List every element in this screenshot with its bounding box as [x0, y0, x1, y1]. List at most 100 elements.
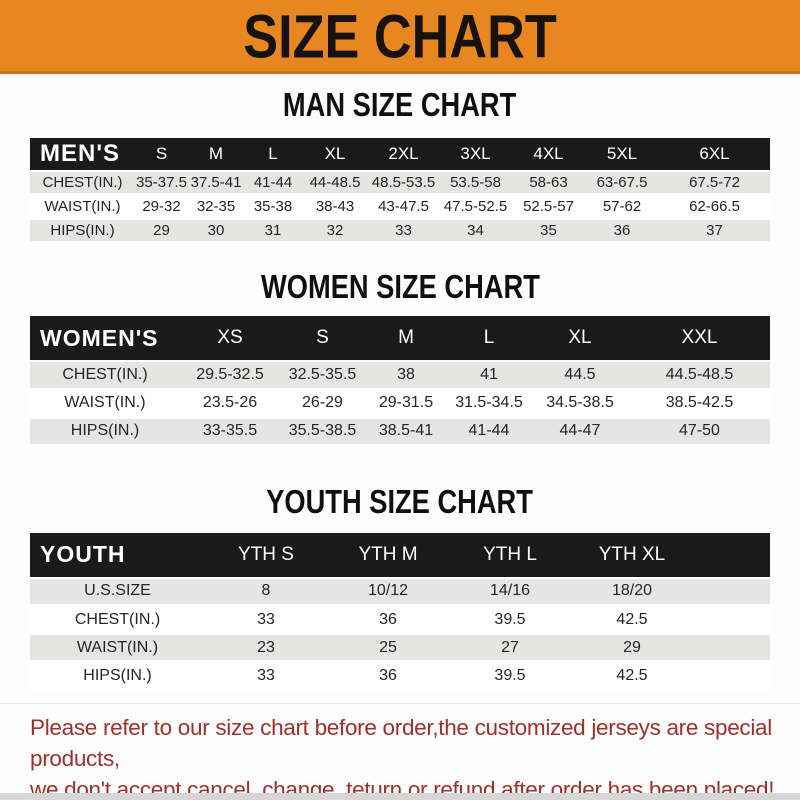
- size-value-cell: 44.5: [531, 361, 629, 391]
- size-column-header: XXL: [629, 316, 770, 362]
- women-section-heading: WOMEN SIZE CHART: [0, 267, 800, 306]
- youth-header-row: YOUTH YTH S YTH M YTH L YTH XL: [30, 532, 770, 579]
- size-column-header: XL: [531, 316, 629, 362]
- spacer-cell: [693, 633, 770, 663]
- size-value-cell: 41-44: [447, 417, 531, 447]
- size-value-cell: 37: [659, 218, 770, 244]
- size-column-header: YTH M: [327, 532, 449, 579]
- measure-row-label: HIPS(IN.): [30, 661, 205, 691]
- size-value-cell: 43-47.5: [368, 194, 439, 220]
- size-column-header: M: [365, 316, 447, 362]
- size-value-cell: 27: [449, 633, 571, 663]
- size-value-cell: 37.5-41: [188, 171, 244, 196]
- size-value-cell: 33-35.5: [180, 417, 280, 447]
- youth-section-heading-text: YOUTH SIZE CHART: [266, 482, 534, 520]
- size-value-cell: 38-43: [302, 194, 368, 220]
- size-value-cell: 10/12: [327, 577, 449, 607]
- size-value-cell: 34.5-38.5: [531, 389, 629, 419]
- youth-size-table: YOUTH YTH S YTH M YTH L YTH XL U.S.SIZE …: [30, 532, 770, 691]
- measure-row-label: HIPS(IN.): [30, 218, 135, 244]
- measure-row-label: WAIST(IN.): [30, 194, 135, 220]
- size-value-cell: 30: [188, 218, 244, 244]
- women-hips-row: HIPS(IN.) 33-35.5 35.5-38.5 38.5-41 41-4…: [30, 417, 770, 447]
- size-value-cell: 35: [512, 218, 585, 244]
- size-column-header: 4XL: [512, 138, 585, 172]
- size-value-cell: 33: [205, 661, 327, 691]
- size-value-cell: 38: [365, 361, 447, 391]
- measure-row-label: U.S.SIZE: [30, 577, 205, 607]
- size-value-cell: 39.5: [449, 661, 571, 691]
- size-value-cell: 36: [327, 605, 449, 635]
- size-value-cell: 23.5-26: [180, 389, 280, 419]
- size-value-cell: 14/16: [449, 577, 571, 607]
- men-size-table: MEN'S S M L XL 2XL 3XL 4XL 5XL 6XL CHEST…: [30, 138, 770, 244]
- size-value-cell: 53.5-58: [439, 171, 512, 196]
- size-value-cell: 47-50: [629, 417, 770, 447]
- size-value-cell: 63-67.5: [585, 171, 659, 196]
- women-table-corner-label: WOMEN'S: [30, 316, 180, 362]
- size-value-cell: 42.5: [571, 605, 693, 635]
- size-value-cell: 57-62: [585, 194, 659, 220]
- size-column-header: 2XL: [368, 138, 439, 172]
- measure-row-label: HIPS(IN.): [30, 417, 180, 447]
- size-value-cell: 41: [447, 361, 531, 391]
- section-women: WOMEN SIZE CHART WOMEN'S XS S M L XL XXL: [0, 267, 800, 447]
- bottom-strip: [0, 793, 800, 800]
- spacer-cell: [693, 577, 770, 607]
- spacer-cell: [693, 605, 770, 635]
- men-hips-row: HIPS(IN.) 29 30 31 32 33 34 35 36 37: [30, 218, 770, 244]
- men-chest-row: CHEST(IN.) 35-37.5 37.5-41 41-44 44-48.5…: [30, 171, 770, 196]
- size-column-header: M: [188, 138, 244, 172]
- size-value-cell: 32-35: [188, 194, 244, 220]
- size-value-cell: 29-31.5: [365, 389, 447, 419]
- size-value-cell: 33: [205, 605, 327, 635]
- size-column-header: XS: [180, 316, 280, 362]
- women-header-row: WOMEN'S XS S M L XL XXL: [30, 316, 770, 362]
- size-column-header: S: [280, 316, 365, 362]
- size-value-cell: 26-29: [280, 389, 365, 419]
- size-value-cell: 62-66.5: [659, 194, 770, 220]
- women-section-heading-text: WOMEN SIZE CHART: [260, 267, 540, 306]
- size-value-cell: 31: [244, 218, 302, 244]
- size-value-cell: 18/20: [571, 577, 693, 607]
- size-value-cell: 32: [302, 218, 368, 244]
- size-value-cell: 8: [205, 577, 327, 607]
- measure-row-label: CHEST(IN.): [30, 605, 205, 635]
- size-column-header: XL: [302, 138, 368, 172]
- size-value-cell: 58-63: [512, 171, 585, 196]
- size-column-header: L: [447, 316, 531, 362]
- youth-hips-row: HIPS(IN.) 33 36 39.5 42.5: [30, 661, 770, 691]
- youth-waist-row: WAIST(IN.) 23 25 27 29: [30, 633, 770, 663]
- size-value-cell: 44-48.5: [302, 171, 368, 196]
- measure-row-label: WAIST(IN.): [30, 633, 205, 663]
- size-value-cell: 44-47: [531, 417, 629, 447]
- youth-ussize-row: U.S.SIZE 8 10/12 14/16 18/20: [30, 577, 770, 607]
- footer-note: Please refer to our size chart before or…: [0, 703, 800, 800]
- size-value-cell: 52.5-57: [512, 194, 585, 220]
- size-value-cell: 35-37.5: [135, 171, 188, 196]
- section-youth: YOUTH SIZE CHART YOUTH YTH S YTH M YTH L…: [0, 482, 800, 691]
- size-value-cell: 39.5: [449, 605, 571, 635]
- men-section-heading-text: MAN SIZE CHART: [283, 85, 517, 124]
- size-column-header: YTH XL: [571, 532, 693, 579]
- size-value-cell: 36: [585, 218, 659, 244]
- men-table-corner-label: MEN'S: [30, 138, 135, 172]
- footer-note-line1: Please refer to our size chart before or…: [30, 715, 772, 771]
- size-value-cell: 25: [327, 633, 449, 663]
- spacer-cell: [693, 661, 770, 691]
- size-value-cell: 42.5: [571, 661, 693, 691]
- spacer-cell: [693, 532, 770, 579]
- size-value-cell: 31.5-34.5: [447, 389, 531, 419]
- size-value-cell: 41-44: [244, 171, 302, 196]
- section-men: MAN SIZE CHART MEN'S S M L XL 2XL 3XL 4X…: [0, 85, 800, 244]
- size-column-header: 3XL: [439, 138, 512, 172]
- size-value-cell: 35-38: [244, 194, 302, 220]
- page-title: SIZE CHART: [243, 0, 557, 71]
- size-value-cell: 23: [205, 633, 327, 663]
- banner: SIZE CHART: [0, 0, 800, 74]
- women-size-table: WOMEN'S XS S M L XL XXL CHEST(IN.) 29.5-…: [30, 316, 770, 447]
- size-value-cell: 34: [439, 218, 512, 244]
- size-value-cell: 32.5-35.5: [280, 361, 365, 391]
- measure-row-label: CHEST(IN.): [30, 361, 180, 391]
- women-waist-row: WAIST(IN.) 23.5-26 26-29 29-31.5 31.5-34…: [30, 389, 770, 419]
